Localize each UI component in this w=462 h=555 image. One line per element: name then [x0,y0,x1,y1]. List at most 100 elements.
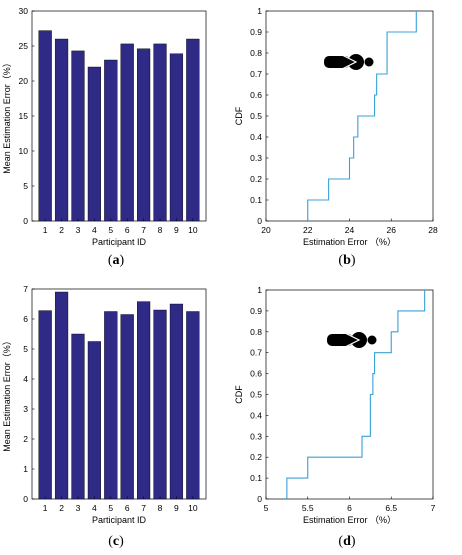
bar-5 [104,312,117,500]
bar-8 [154,310,167,499]
y-tick-label: 0.4 [250,132,262,142]
y-tick-label: 0 [23,494,28,504]
y-tick-label: 30 [19,6,29,16]
x-axis-label: Estimation Error （%） [303,515,396,525]
plot-frame [266,11,433,221]
bar-7 [137,49,150,221]
plot-frame [266,290,433,499]
x-tick-label: 20 [261,225,271,235]
x-tick-label: 8 [158,225,163,235]
y-tick-label: 0.2 [250,452,262,462]
x-tick-label: 4 [92,503,97,513]
y-tick-label: 0 [257,494,262,504]
bar-6 [121,315,134,500]
y-tick-label: 0.5 [250,390,262,400]
x-tick-label: 8 [158,503,163,513]
x-tick-label: 22 [303,225,313,235]
bar-2 [55,292,68,499]
y-tick-label: 0.7 [250,348,262,358]
y-tick-label: 0.3 [250,153,262,163]
y-tick-label: 0.8 [250,327,262,337]
y-tick-label: 0.9 [250,306,262,316]
y-tick-label: 5 [23,344,28,354]
y-tick-label: 7 [23,284,28,294]
bar-4 [88,342,101,500]
x-tick-label: 5 [108,225,113,235]
bar-8 [154,44,167,221]
y-tick-label: 1 [257,6,262,16]
x-tick-label: 3 [76,503,81,513]
x-tick-label: 7 [141,225,146,235]
y-tick-label: 6 [23,314,28,324]
bar-9 [170,54,183,221]
bar-5 [104,60,117,221]
x-tick-label: 2 [59,225,64,235]
y-tick-label: 5 [23,181,28,191]
panel-label-b: (b) [338,253,355,268]
x-axis-label: Estimation Error （%） [303,237,396,247]
y-axis-label: CDF [234,106,244,125]
x-tick-label: 28 [428,225,438,235]
y-tick-label: 0.1 [250,473,262,483]
y-tick-label: 0.1 [250,195,262,205]
x-tick-label: 1 [43,225,48,235]
y-axis-label: Mean Estimation Error（%） [2,58,12,174]
x-tick-label: 7 [431,503,436,513]
bar-3 [72,51,85,221]
y-tick-label: 0.6 [250,90,262,100]
x-tick-label: 5.5 [302,503,314,513]
y-tick-label: 2 [23,434,28,444]
y-tick-label: 1 [23,464,28,474]
panel-label-d: (d) [338,534,355,549]
y-tick-label: 15 [19,111,29,121]
y-axis-label: Mean Estimation Error（%） [2,336,12,452]
x-tick-label: 4 [92,225,97,235]
x-tick-label: 6 [347,503,352,513]
y-tick-label: 3 [23,404,28,414]
y-tick-label: 25 [19,41,29,51]
x-tick-label: 3 [76,225,81,235]
y-tick-label: 1 [257,285,262,295]
y-tick-label: 0.7 [250,69,262,79]
y-tick-label: 0 [23,216,28,226]
x-tick-label: 6 [125,225,130,235]
y-tick-label: 10 [19,146,29,156]
x-tick-label: 26 [387,225,397,235]
bar-1 [39,31,52,221]
bar-6 [121,44,134,221]
x-axis-label: Participant ID [92,515,147,525]
bar-4 [88,67,101,221]
x-tick-label: 7 [141,503,146,513]
bar-9 [170,304,183,499]
x-tick-label: 5 [264,503,269,513]
y-tick-label: 0.6 [250,369,262,379]
y-axis-label: CDF [234,385,244,404]
panel-a-bar-chart: 1 2 3 4 5 6 7 8 9 10 0 5 10 15 20 25 30 Participant ID Mea… [2,6,206,247]
y-tick-label: 4 [23,374,28,384]
x-tick-label: 2 [59,503,64,513]
y-tick-label: 0.3 [250,431,262,441]
x-tick-label: 6 [125,503,130,513]
x-tick-label: 24 [345,225,355,235]
x-tick-label: 9 [174,225,179,235]
y-tick-label: 0.9 [250,27,262,37]
y-tick-label: 0.5 [250,111,262,121]
bar-7 [137,302,150,499]
x-axis-label: Participant ID [92,237,147,247]
x-tick-label: 6.5 [385,503,397,513]
x-tick-label: 10 [188,225,198,235]
y-tick-label: 0.8 [250,48,262,58]
bar-10 [186,312,199,500]
x-tick-label: 1 [43,503,48,513]
panel-label-c: (c) [108,534,124,549]
x-tick-label: 10 [188,503,198,513]
x-tick-label: 5 [108,503,113,513]
y-tick-label: 0.2 [250,174,262,184]
bar-2 [55,39,68,221]
y-tick-label: 0.4 [250,410,262,420]
panel-d-cdf-chart: 0 0.1 0.2 0.3 0.4 0.5 0.6 0.7 0.8 0.9 1 5 5.5 6 6.5 7 Es… [234,285,436,525]
y-tick-label: 20 [19,76,29,86]
